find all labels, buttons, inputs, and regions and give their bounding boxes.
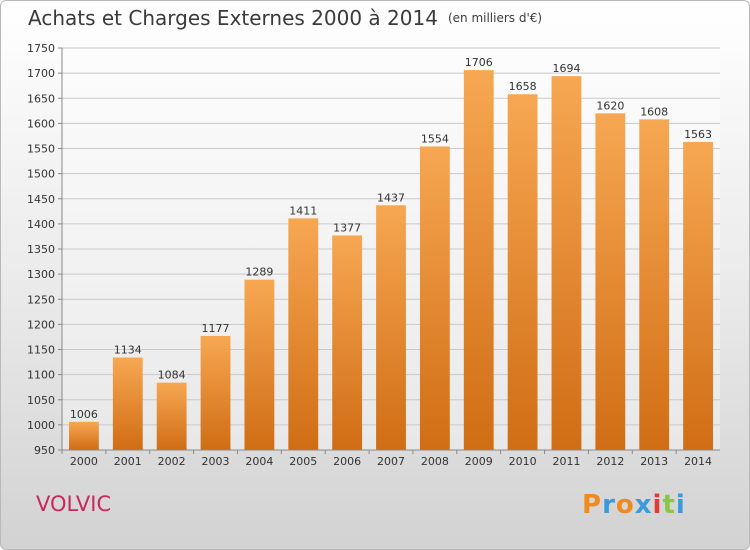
y-tick-label: 1600 [27,117,55,130]
data-label: 1706 [465,56,493,69]
bar-2014 [683,141,713,450]
y-tick-label: 1500 [27,168,55,181]
x-tick-label: 2012 [596,455,624,468]
y-tick-label: 1100 [27,369,55,382]
x-tick-label: 2007 [377,455,405,468]
data-label: 1563 [684,128,712,141]
data-label: 1437 [377,191,405,204]
logo-letter: i [652,490,663,520]
proxiti-logo: Proxiti [582,490,686,520]
bar-2008 [419,146,450,451]
y-tick-label: 1250 [27,293,55,306]
city-name: VOLVIC [36,492,112,516]
y-tick-label: 1000 [27,419,55,432]
x-tick-label: 2005 [289,455,317,468]
data-label: 1377 [333,221,361,234]
x-tick-label: 2013 [640,455,668,468]
bar-2006 [332,235,363,450]
logo-letter: t [662,490,676,520]
bar-2012 [595,113,626,450]
x-tick-label: 2004 [245,455,273,468]
y-tick-label: 950 [34,444,55,457]
x-tick-label: 2008 [421,455,449,468]
logo-letter: o [615,490,635,520]
data-label: 1620 [596,99,624,112]
data-label: 1411 [289,204,317,217]
y-tick-label: 1350 [27,243,55,256]
x-tick-label: 2002 [158,455,186,468]
chart-title: Achats et Charges Externes 2000 à 2014 (e… [28,6,542,30]
y-tick-label: 1200 [27,318,55,331]
y-tick-label: 1550 [27,143,55,156]
x-tick-label: 2009 [465,455,493,468]
y-tick-label: 1050 [27,394,55,407]
logo-letter: x [634,490,653,520]
bar-2005 [288,218,319,450]
y-tick-label: 1300 [27,268,55,281]
y-tick-label: 1150 [27,344,55,357]
data-label: 1134 [114,344,142,357]
chart-unit: (en milliers d'€) [447,11,543,25]
y-tick-label: 1450 [27,193,55,206]
x-tick-label: 2001 [114,455,142,468]
data-label: 1554 [421,132,449,145]
data-label: 1177 [202,322,230,335]
bar-2002 [156,382,187,450]
x-tick-label: 2014 [684,455,712,468]
bar-2003 [200,335,231,450]
x-tick-label: 2011 [552,455,580,468]
x-tick-label: 2006 [333,455,361,468]
y-tick-label: 1650 [27,92,55,105]
data-label: 1289 [245,266,273,279]
y-tick-label: 1700 [27,67,55,80]
x-tick-label: 2010 [509,455,537,468]
data-label: 1658 [509,80,537,93]
bar-2000 [69,421,99,450]
logo-letter: r [602,490,616,520]
bar-2009 [463,70,494,451]
data-label: 1608 [640,105,668,118]
data-label: 1694 [552,62,580,75]
bar-2011 [551,76,582,450]
logo-letter: P [582,490,603,520]
data-label: 1084 [158,369,186,382]
x-tick-label: 2000 [70,455,98,468]
bar-2010 [507,94,538,450]
y-tick-label: 1400 [27,218,55,231]
x-tick-label: 2003 [202,455,230,468]
bar-2001 [112,357,143,450]
logo-letter: i [675,490,686,520]
bar-2013 [639,119,670,450]
bar-2007 [376,205,406,450]
chart-title-text: Achats et Charges Externes 2000 à 2014 [28,6,438,30]
data-label: 1006 [70,408,98,421]
y-tick-label: 1750 [27,42,55,55]
bar-2004 [244,279,275,450]
